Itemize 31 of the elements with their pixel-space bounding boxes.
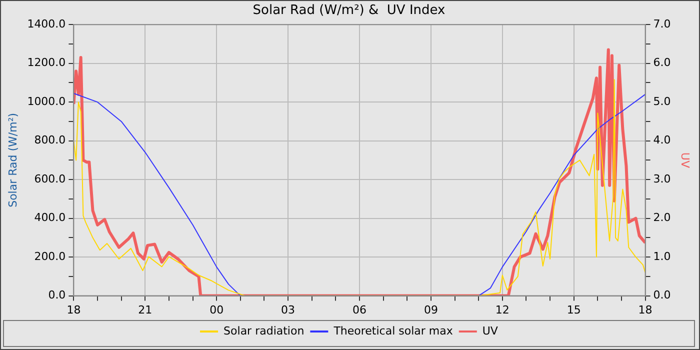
x-tick-label: 00	[210, 303, 224, 316]
y-tick-label: 1000.0	[27, 94, 66, 108]
y2-tick-label: 5.0	[653, 94, 671, 108]
legend-label: UV	[482, 324, 498, 338]
x-tick-label: 18	[66, 303, 81, 316]
x-tick-label: 06	[352, 303, 366, 316]
x-tick-label: 21	[138, 303, 152, 316]
x-tick-label: 03	[281, 303, 296, 316]
x-tick-label: 09	[424, 303, 438, 316]
y-tick-label: 0.0	[48, 288, 66, 302]
y2-tick-label: 4.0	[653, 134, 671, 147]
x-tick-label: 18	[638, 303, 652, 316]
y-axis-title: Solar Rad (W/m²)	[6, 112, 20, 208]
y2-axis-title: UV	[678, 152, 692, 168]
y2-tick-label: 1.0	[653, 250, 671, 263]
x-tick-label: 12	[495, 303, 510, 316]
y-tick-label: 1400.0	[27, 17, 66, 30]
y2-tick-label: 3.0	[653, 172, 671, 186]
y2-tick-label: 2.0	[653, 211, 671, 224]
y2-tick-label: 6.0	[653, 56, 671, 70]
y2-tick-label: 7.0	[653, 17, 671, 30]
y-tick-label: 800.0	[34, 134, 66, 147]
y-tick-label: 200.0	[34, 250, 66, 263]
y-tick-label: 1200.0	[27, 56, 66, 70]
y-tick-label: 600.0	[34, 172, 66, 186]
y2-tick-label: 0.0	[653, 288, 671, 302]
y-tick-label: 400.0	[34, 211, 66, 224]
x-tick-label: 15	[566, 303, 581, 316]
legend-label: Theoretical solar max	[332, 324, 454, 338]
legend-label: Solar radiation	[224, 324, 304, 338]
chart-title: Solar Rad (W/m²) & UV Index	[252, 3, 446, 18]
